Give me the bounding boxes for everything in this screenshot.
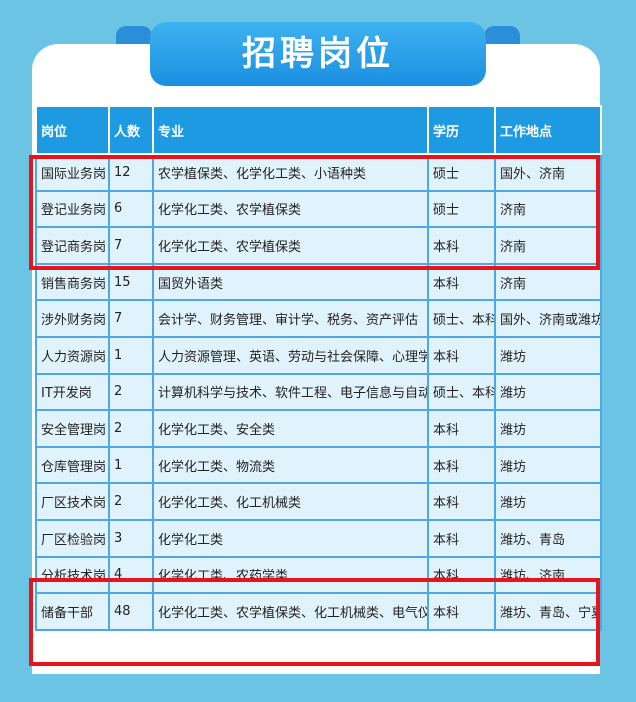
- table-row: 涉外财务岗 7 会计学、财务管理、审计学、税务、资产评估 硕士、本科 国外、济南或潍坊: [35, 299, 602, 338]
- table-cell: 化学化工类、农学植保类: [152, 226, 429, 265]
- column-header: 岗位: [35, 105, 110, 155]
- table-cell: 涉外财务岗: [35, 299, 110, 338]
- table-cell: 登记业务岗: [35, 189, 110, 229]
- table-row: 仓库管理岗 1 化学化工类、物流类 本科 潍坊: [35, 445, 602, 485]
- table-cell: 7: [108, 299, 154, 338]
- table-cell: IT开发岗: [35, 372, 110, 412]
- table-cell: 储备干部: [35, 592, 110, 631]
- table-cell: 7: [108, 226, 154, 265]
- table-cell: 仓库管理岗: [35, 445, 110, 485]
- table-row: 分析技术岗 4 化学化工类、农药学类 本科 潍坊、济南: [35, 555, 602, 595]
- table-cell: 潍坊、青岛: [494, 518, 602, 558]
- table-cell: 分析技术岗: [35, 555, 110, 595]
- table-cell: 本科: [427, 592, 496, 631]
- table-cell: 本科: [427, 555, 496, 595]
- table-row: 储备干部 48 化学化工类、农学植保类、化工机械类、电气仪表类 本科 潍坊、青岛、宁夏: [35, 592, 602, 631]
- table-cell: 潍坊: [494, 335, 602, 375]
- column-header: 学历: [427, 105, 496, 155]
- table-cell: 1: [108, 445, 154, 485]
- table-row: 厂区技术岗 2 化学化工类、化工机械类 本科 潍坊: [35, 482, 602, 521]
- table-cell: 人力资源岗: [35, 335, 110, 375]
- table-cell: 国际业务岗: [35, 153, 110, 192]
- table-row: 厂区检验岗 3 化学化工类 本科 潍坊、青岛: [35, 518, 602, 558]
- table-cell: 国外、济南或潍坊: [494, 299, 602, 338]
- table-cell: 潍坊: [494, 409, 602, 448]
- table-cell: 潍坊: [494, 372, 602, 412]
- table-cell: 本科: [427, 226, 496, 265]
- table-cell: 4: [108, 555, 154, 595]
- table-cell: 化学化工类、农学植保类、化工机械类、电气仪表类: [152, 592, 429, 631]
- table-cell: 潍坊、青岛、宁夏: [494, 592, 602, 631]
- highlight-box: [29, 155, 600, 270]
- column-header: 工作地点: [494, 105, 602, 155]
- table-cell: 国外、济南: [494, 153, 602, 192]
- table-cell: 化学化工类、物流类: [152, 445, 429, 485]
- table-cell: 本科: [427, 482, 496, 521]
- table-cell: 农学植保类、化学化工类、小语种类: [152, 153, 429, 192]
- table-row: IT开发岗 2 计算机科学与技术、软件工程、电子信息与自动化 硕士、本科 潍坊: [35, 372, 602, 412]
- table-cell: 人力资源管理、英语、劳动与社会保障、心理学: [152, 335, 429, 375]
- table-cell: 硕士、本科: [427, 299, 496, 338]
- table-cell: 潍坊、济南: [494, 555, 602, 595]
- table-cell: 化学化工类、农学植保类: [152, 189, 429, 229]
- table-cell: 本科: [427, 518, 496, 558]
- table-cell: 济南: [494, 189, 602, 229]
- column-header: 人数: [108, 105, 154, 155]
- table-cell: 48: [108, 592, 154, 631]
- table-cell: 2: [108, 372, 154, 412]
- header-row: 岗位 人数 专业 学历 工作地点: [35, 105, 602, 155]
- table-cell: 化学化工类、农药学类: [152, 555, 429, 595]
- table-cell: 3: [108, 518, 154, 558]
- table-cell: 本科: [427, 445, 496, 485]
- table-cell: 化学化工类、化工机械类: [152, 482, 429, 521]
- table-cell: 潍坊: [494, 482, 602, 521]
- table-cell: 济南: [494, 226, 602, 265]
- highlight-box: [29, 578, 600, 666]
- table-cell: 硕士: [427, 153, 496, 192]
- table-cell: 会计学、财务管理、审计学、税务、资产评估: [152, 299, 429, 338]
- table-cell: 6: [108, 189, 154, 229]
- table-cell: 2: [108, 409, 154, 448]
- title: 招聘岗位: [150, 22, 486, 86]
- table-cell: 厂区检验岗: [35, 518, 110, 558]
- table-cell: 2: [108, 482, 154, 521]
- table-row: 人力资源岗 1 人力资源管理、英语、劳动与社会保障、心理学 本科 潍坊: [35, 335, 602, 375]
- table-row: 登记业务岗 6 化学化工类、农学植保类 硕士 济南: [35, 189, 602, 229]
- table-row: 国际业务岗 12 农学植保类、化学化工类、小语种类 硕士 国外、济南: [35, 153, 602, 192]
- table-cell: 本科: [427, 409, 496, 448]
- column-header: 专业: [152, 105, 429, 155]
- table-row: 安全管理岗 2 化学化工类、安全类 本科 潍坊: [35, 409, 602, 448]
- table-cell: 12: [108, 153, 154, 192]
- table-cell: 计算机科学与技术、软件工程、电子信息与自动化: [152, 372, 429, 412]
- table-cell: 登记商务岗: [35, 226, 110, 265]
- table-cell: 本科: [427, 335, 496, 375]
- table-cell: 化学化工类: [152, 518, 429, 558]
- table-cell: 厂区技术岗: [35, 482, 110, 521]
- table-cell: 化学化工类、安全类: [152, 409, 429, 448]
- job-table: 岗位 人数 专业 学历 工作地点 国际业务岗 12 农学植保类、化学化工类、小语种类 硕士 国外、…: [35, 105, 602, 631]
- table-row: 登记商务岗 7 化学化工类、农学植保类 本科 济南: [35, 226, 602, 265]
- table-cell: 潍坊: [494, 445, 602, 485]
- table-cell: 安全管理岗: [35, 409, 110, 448]
- table-cell: 1: [108, 335, 154, 375]
- table-cell: 硕士: [427, 189, 496, 229]
- table-cell: 硕士、本科: [427, 372, 496, 412]
